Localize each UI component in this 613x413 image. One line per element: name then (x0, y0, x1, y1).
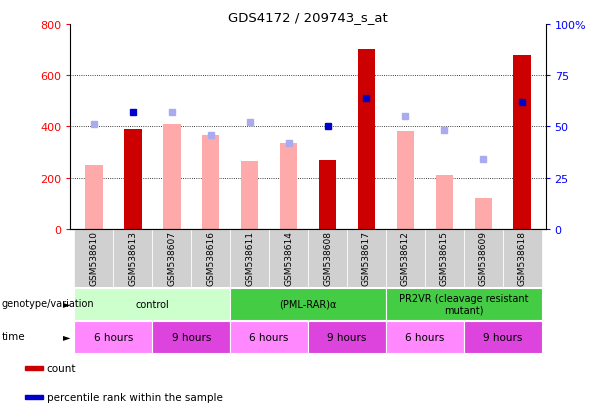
FancyBboxPatch shape (230, 288, 386, 320)
Text: control: control (135, 299, 169, 309)
Text: (PML-RAR)α: (PML-RAR)α (280, 299, 337, 309)
Bar (319, 160, 337, 229)
Bar (357, 50, 375, 229)
Bar (280, 144, 297, 229)
Bar (25, 395, 43, 399)
Bar (124, 130, 142, 229)
FancyBboxPatch shape (74, 229, 113, 287)
FancyBboxPatch shape (230, 321, 308, 353)
Text: 9 hours: 9 hours (483, 332, 522, 342)
Text: GSM538609: GSM538609 (479, 231, 488, 285)
FancyBboxPatch shape (74, 288, 230, 320)
Text: GSM538612: GSM538612 (401, 231, 410, 285)
Text: GSM538615: GSM538615 (440, 231, 449, 285)
Text: 9 hours: 9 hours (327, 332, 367, 342)
Text: count: count (47, 363, 76, 373)
FancyBboxPatch shape (464, 321, 542, 353)
FancyBboxPatch shape (425, 229, 464, 287)
Text: ►: ► (63, 299, 70, 309)
Text: GSM538607: GSM538607 (167, 231, 177, 285)
Text: GSM538614: GSM538614 (284, 231, 293, 285)
Text: GSM538610: GSM538610 (89, 231, 98, 285)
FancyBboxPatch shape (464, 229, 503, 287)
Bar (25, 366, 43, 370)
FancyBboxPatch shape (308, 229, 347, 287)
Text: percentile rank within the sample: percentile rank within the sample (47, 392, 223, 402)
Title: GDS4172 / 209743_s_at: GDS4172 / 209743_s_at (228, 11, 388, 24)
Bar (202, 136, 219, 229)
Text: GSM538608: GSM538608 (323, 231, 332, 285)
Bar (474, 199, 492, 229)
FancyBboxPatch shape (152, 321, 230, 353)
FancyBboxPatch shape (386, 288, 542, 320)
Text: GSM538611: GSM538611 (245, 231, 254, 285)
Text: ►: ► (63, 331, 70, 341)
Bar (514, 55, 531, 229)
FancyBboxPatch shape (74, 321, 152, 353)
Bar (163, 124, 180, 229)
FancyBboxPatch shape (230, 229, 269, 287)
FancyBboxPatch shape (191, 229, 230, 287)
Bar (436, 176, 453, 229)
Text: 6 hours: 6 hours (405, 332, 444, 342)
FancyBboxPatch shape (347, 229, 386, 287)
Text: 9 hours: 9 hours (172, 332, 211, 342)
FancyBboxPatch shape (386, 229, 425, 287)
Text: GSM538616: GSM538616 (206, 231, 215, 285)
Bar (397, 132, 414, 229)
Text: GSM538617: GSM538617 (362, 231, 371, 285)
Bar (241, 161, 259, 229)
Text: 6 hours: 6 hours (249, 332, 289, 342)
FancyBboxPatch shape (308, 321, 386, 353)
Text: PR2VR (cleavage resistant
mutant): PR2VR (cleavage resistant mutant) (399, 293, 528, 315)
FancyBboxPatch shape (269, 229, 308, 287)
Text: time: time (1, 331, 25, 341)
FancyBboxPatch shape (113, 229, 152, 287)
Text: GSM538613: GSM538613 (128, 231, 137, 285)
Text: GSM538618: GSM538618 (518, 231, 527, 285)
FancyBboxPatch shape (386, 321, 464, 353)
FancyBboxPatch shape (152, 229, 191, 287)
Bar (85, 165, 102, 229)
FancyBboxPatch shape (503, 229, 542, 287)
Text: genotype/variation: genotype/variation (1, 299, 94, 309)
Text: 6 hours: 6 hours (94, 332, 133, 342)
